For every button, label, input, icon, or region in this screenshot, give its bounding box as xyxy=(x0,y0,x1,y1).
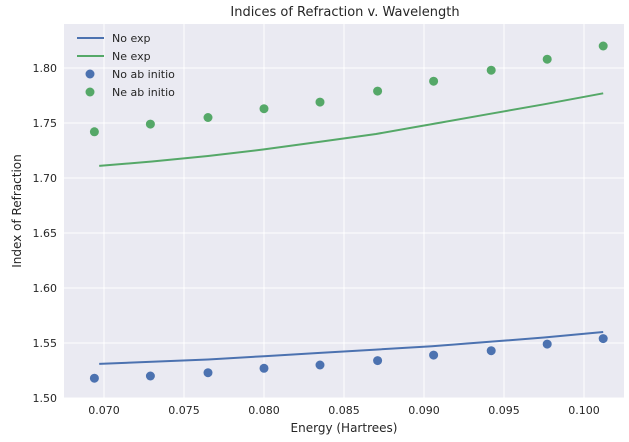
y-tick-label: 1.50 xyxy=(33,392,58,405)
chart-title: Indices of Refraction v. Wavelength xyxy=(230,5,459,20)
ne-ab-initio-point xyxy=(429,76,439,86)
no-ab-initio-point xyxy=(598,334,608,344)
series-layer xyxy=(89,41,608,383)
ne-ab-initio-point xyxy=(203,113,213,122)
y-tick-label: 1.80 xyxy=(33,62,58,75)
ne-ab-initio-point xyxy=(486,65,496,75)
no-ab-initio-point xyxy=(259,363,269,373)
y-tick-label: 1.75 xyxy=(33,117,58,130)
ne-ab-initio-point xyxy=(89,127,99,137)
legend: No exp Ne exp No ab initio Ne ab initio xyxy=(77,32,175,99)
y-axis-ticks: 1.50 1.55 1.60 1.65 1.70 1.75 1.80 xyxy=(33,62,58,405)
ne-ab-initio-point xyxy=(315,97,325,107)
ne-ab-initio-point xyxy=(373,86,383,96)
y-axis-label: Index of Refraction xyxy=(10,154,24,268)
no-ab-initio-point xyxy=(315,360,325,370)
legend-label-no-exp: No exp xyxy=(112,32,151,45)
ne-ab-initio-point xyxy=(259,104,269,114)
x-tick-label: 0.080 xyxy=(248,404,280,417)
x-axis-label: Energy (Hartrees) xyxy=(291,421,398,435)
ne-ab-initio-point xyxy=(542,54,552,64)
legend-swatch-ne-ab-initio xyxy=(85,87,95,97)
y-tick-label: 1.70 xyxy=(33,172,58,185)
x-tick-label: 0.095 xyxy=(488,404,520,417)
no-ab-initio-point xyxy=(542,339,552,349)
legend-label-no-ab-initio: No ab initio xyxy=(112,68,175,81)
ne-ab-initio-point xyxy=(598,41,608,51)
x-tick-label: 0.085 xyxy=(328,404,360,417)
legend-label-ne-exp: Ne exp xyxy=(112,50,151,63)
no-ab-initio-point xyxy=(89,373,99,383)
y-tick-label: 1.65 xyxy=(33,227,58,240)
legend-swatch-no-ab-initio xyxy=(85,69,95,79)
x-tick-label: 0.070 xyxy=(88,404,120,417)
legend-label-ne-ab-initio: Ne ab initio xyxy=(112,86,175,99)
no-ab-initio-point xyxy=(203,368,213,378)
y-tick-label: 1.60 xyxy=(33,282,58,295)
x-tick-label: 0.100 xyxy=(568,404,600,417)
x-tick-label: 0.090 xyxy=(408,404,440,417)
x-axis-ticks: 0.070 0.075 0.080 0.085 0.090 0.095 0.100 xyxy=(88,404,600,417)
y-tick-label: 1.55 xyxy=(33,337,58,350)
no-exp-line xyxy=(99,331,604,365)
no-ab-initio-point xyxy=(373,356,383,366)
ne-exp-line xyxy=(99,92,604,167)
grid xyxy=(64,24,624,399)
ne-ab-initio-point xyxy=(145,119,155,129)
x-tick-label: 0.075 xyxy=(168,404,200,417)
no-ab-initio-point xyxy=(486,346,496,356)
no-ab-initio-point xyxy=(145,371,155,381)
no-ab-initio-point xyxy=(429,350,439,360)
